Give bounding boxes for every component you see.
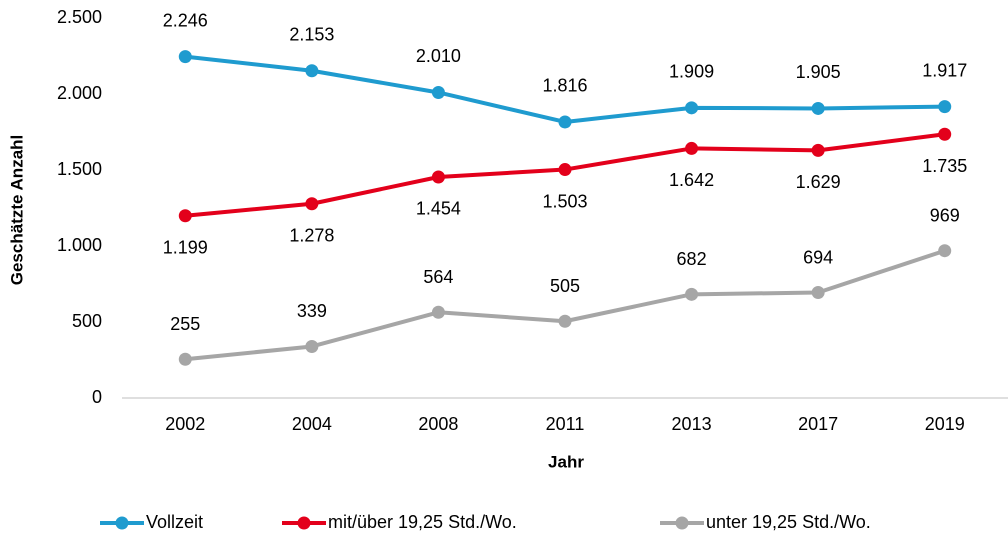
data-point bbox=[305, 197, 319, 211]
x-tick-label: 2002 bbox=[165, 414, 205, 434]
data-label: 2.153 bbox=[289, 24, 334, 44]
data-point bbox=[178, 50, 192, 64]
data-label: 1.909 bbox=[669, 62, 714, 82]
data-label: 339 bbox=[297, 301, 327, 321]
data-point bbox=[431, 305, 445, 319]
x-tick-label: 2008 bbox=[418, 414, 458, 434]
x-tick-label: 2019 bbox=[925, 414, 965, 434]
data-label: 564 bbox=[423, 267, 453, 287]
legend-marker bbox=[297, 516, 311, 530]
data-label: 2.246 bbox=[163, 10, 208, 30]
data-point bbox=[558, 314, 572, 328]
data-point bbox=[178, 209, 192, 223]
legend-label: Vollzeit bbox=[146, 512, 203, 532]
data-label: 1.917 bbox=[922, 60, 967, 80]
data-label: 682 bbox=[677, 249, 707, 269]
x-tick-label: 2004 bbox=[292, 414, 332, 434]
data-point bbox=[811, 101, 825, 115]
data-point bbox=[305, 339, 319, 353]
data-point bbox=[938, 244, 952, 258]
x-tick-label: 2013 bbox=[672, 414, 712, 434]
x-axis-label: Jahr bbox=[548, 452, 584, 471]
data-label: 1.629 bbox=[796, 172, 841, 192]
y-axis-label: Geschätzte Anzahl bbox=[7, 135, 26, 286]
data-label: 255 bbox=[170, 314, 200, 334]
y-tick-label: 2.000 bbox=[57, 83, 102, 103]
data-point bbox=[305, 64, 319, 78]
y-tick-label: 1.500 bbox=[57, 159, 102, 179]
data-point bbox=[558, 115, 572, 129]
x-tick-label: 2011 bbox=[546, 414, 585, 434]
data-point bbox=[431, 85, 445, 99]
y-tick-label: 0 bbox=[92, 387, 102, 407]
x-tick-label: 2017 bbox=[798, 414, 838, 434]
legend-label: mit/über 19,25 Std./Wo. bbox=[328, 512, 517, 532]
data-label: 1.503 bbox=[542, 191, 587, 211]
data-point bbox=[431, 170, 445, 184]
data-label: 1.278 bbox=[289, 225, 334, 245]
data-label: 1.905 bbox=[796, 62, 841, 82]
y-tick-label: 500 bbox=[72, 311, 102, 331]
data-point bbox=[685, 287, 699, 301]
data-label: 1.454 bbox=[416, 199, 461, 219]
data-point bbox=[685, 141, 699, 155]
data-label: 1.816 bbox=[542, 76, 587, 96]
data-label: 1.735 bbox=[922, 156, 967, 176]
legend-marker bbox=[675, 516, 689, 530]
data-label: 2.010 bbox=[416, 46, 461, 66]
legend-marker bbox=[115, 516, 129, 530]
data-point bbox=[938, 127, 952, 141]
data-label: 505 bbox=[550, 276, 580, 296]
legend-label: unter 19,25 Std./Wo. bbox=[706, 512, 871, 532]
data-label: 694 bbox=[803, 247, 833, 267]
data-point bbox=[685, 101, 699, 115]
data-point bbox=[938, 100, 952, 114]
data-label: 1.642 bbox=[669, 170, 714, 190]
data-point bbox=[811, 286, 825, 300]
y-tick-label: 1.000 bbox=[57, 235, 102, 255]
y-tick-label: 2.500 bbox=[57, 7, 102, 27]
data-point bbox=[558, 163, 572, 177]
data-label: 1.199 bbox=[163, 238, 208, 258]
data-point bbox=[178, 352, 192, 366]
data-label: 969 bbox=[930, 205, 960, 225]
data-point bbox=[811, 143, 825, 157]
